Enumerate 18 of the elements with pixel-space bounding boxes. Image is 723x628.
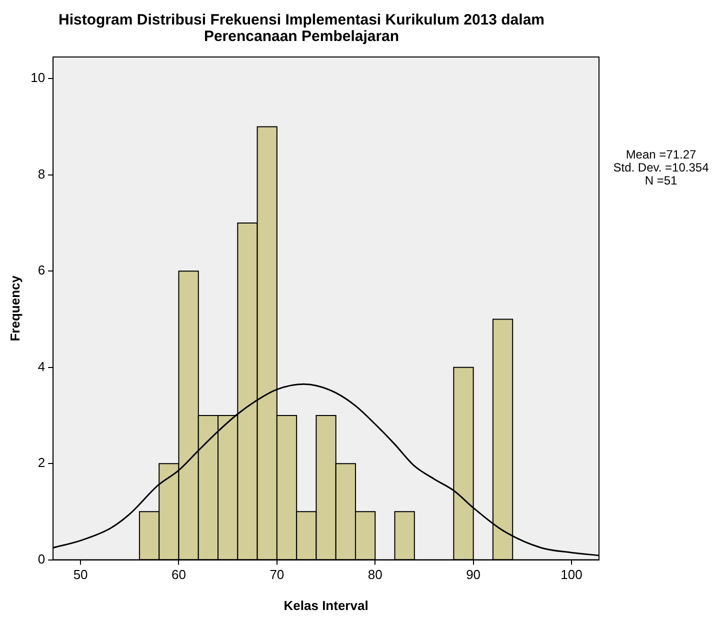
y-tick-label: 2	[38, 455, 46, 470]
text: Mean =71.27	[626, 147, 697, 162]
y-tick-label: 4	[38, 358, 46, 374]
chart-title: Histogram Distribusi Frekuensi Implementasi Kurikulum 2013 dalam Perencanaan Pembelajaran	[58, 11, 544, 45]
y-tick-label: 8	[38, 166, 46, 182]
text: N =51	[644, 173, 678, 188]
y-tick-label: 6	[38, 262, 46, 278]
x-tick-label: 60	[172, 567, 186, 582]
x-tick-label: 90	[466, 567, 481, 582]
x-tick-label: 80	[368, 567, 382, 582]
y-axis-title: Frequency	[7, 274, 22, 342]
x-axis-title: Kelas Interval	[284, 598, 368, 613]
x-tick-label: 100	[560, 567, 582, 582]
x-tick-label: 50	[73, 567, 88, 582]
y-tick-label: 0	[38, 551, 46, 566]
text: Std. Dev. =10.354	[613, 160, 710, 174]
y-tick-label: 10	[30, 70, 46, 86]
x-tick-label: 70	[270, 567, 284, 582]
